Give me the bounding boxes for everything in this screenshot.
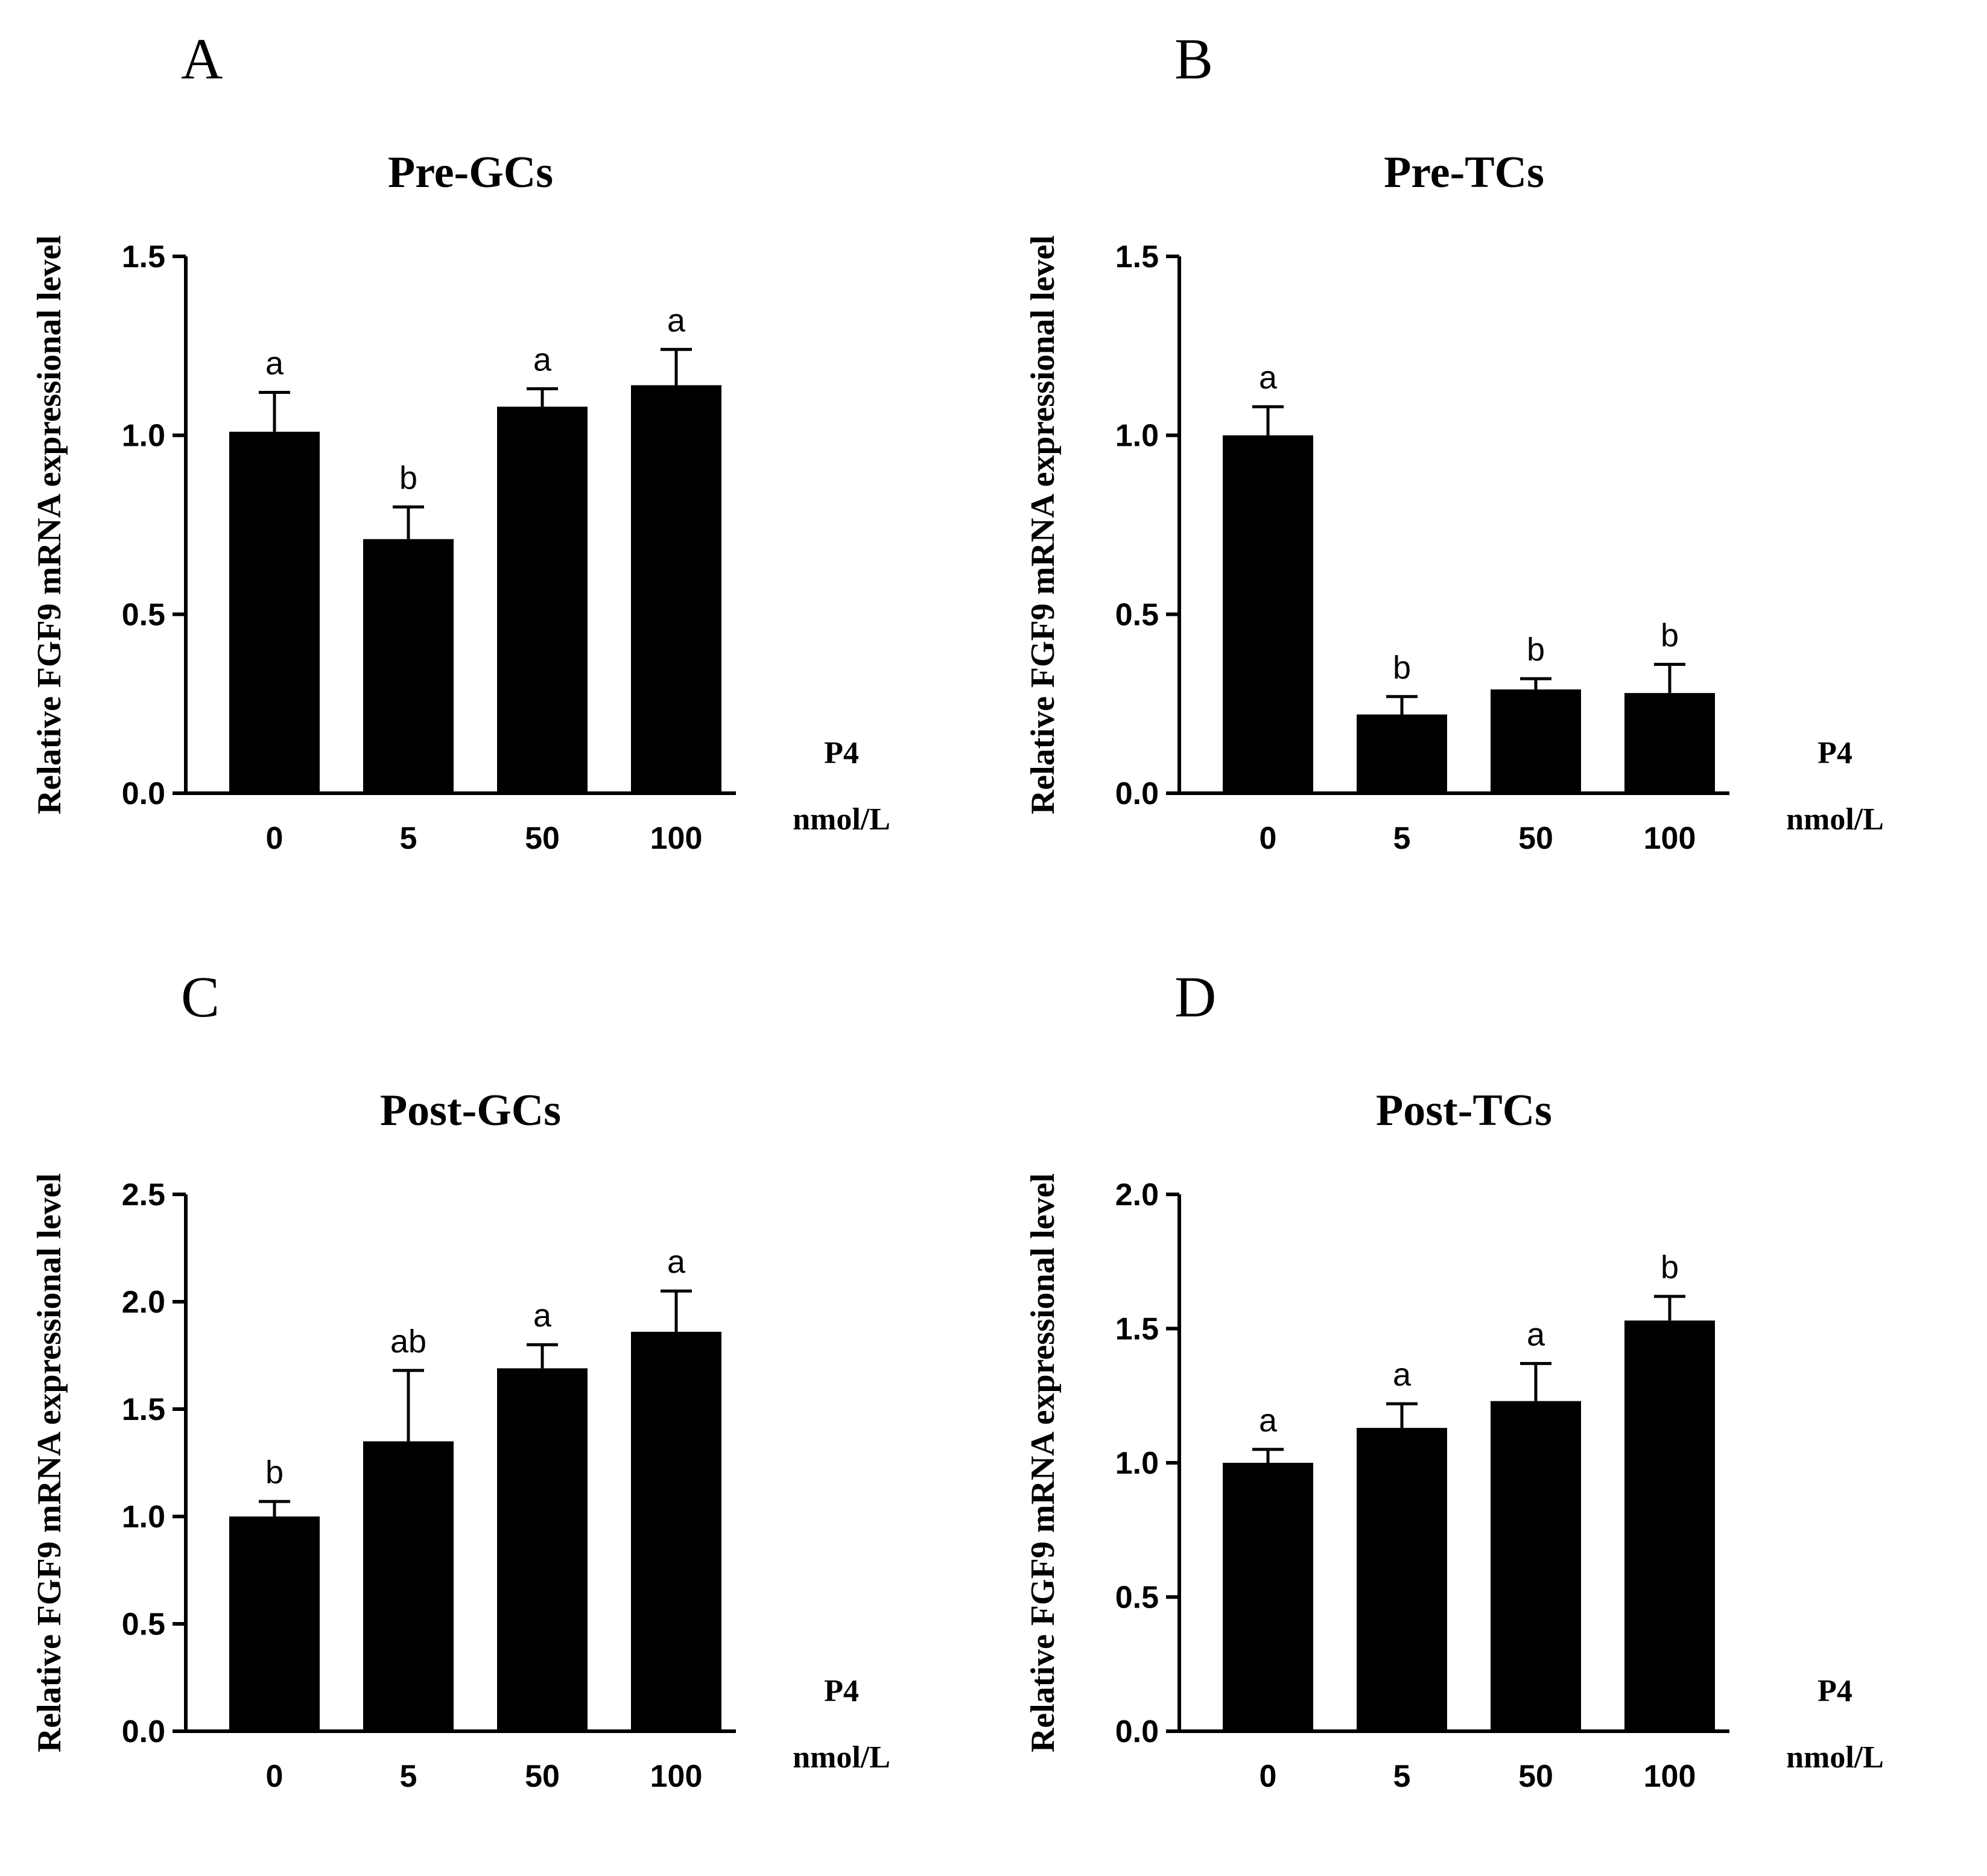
y-tick-label: 0.0	[122, 1714, 165, 1749]
y-tick-label: 1.0	[122, 419, 165, 454]
y-tick-label: 1.0	[1115, 1446, 1159, 1481]
panel-d: D Post-TCs Relative FGF9 mRNA expressional…	[993, 938, 1987, 1876]
chart-title: Post-GCs	[380, 1086, 561, 1135]
significance-label: a	[1527, 1316, 1545, 1352]
bar	[229, 431, 320, 793]
bar	[631, 385, 721, 793]
x-tick-label: 50	[1518, 1759, 1553, 1794]
y-tick-label: 0.0	[1115, 1714, 1159, 1749]
chart-svg: D Post-TCs Relative FGF9 mRNA expressional…	[1024, 965, 1884, 1794]
x-tick-label: 0	[1260, 821, 1277, 856]
y-axis-label: Relative FGF9 mRNA expressional level	[1024, 1173, 1062, 1752]
x-axis-unit: nmol/L	[793, 802, 890, 837]
bar	[229, 1516, 320, 1731]
y-tick-label: 2.5	[122, 1177, 165, 1212]
significance-label: b	[1393, 650, 1411, 686]
bar	[1624, 1320, 1715, 1731]
y-tick-label: 0.5	[122, 597, 165, 632]
chart-title: Pre-GCs	[388, 148, 553, 197]
y-tick-label: 0.5	[1115, 1580, 1159, 1615]
y-tick-label: 2.0	[1115, 1177, 1159, 1212]
x-axis-label: P4	[824, 736, 859, 770]
bar	[1491, 1401, 1581, 1731]
bar	[631, 1331, 721, 1731]
chart-svg: B Pre-TCs Relative FGF9 mRNA expressional …	[1024, 27, 1884, 856]
panel-letter: B	[1174, 27, 1213, 91]
y-tick-label: 0.5	[1115, 597, 1159, 632]
significance-label: a	[667, 302, 686, 338]
y-tick-label: 1.0	[1115, 419, 1159, 454]
panel-letter: A	[181, 27, 223, 91]
significance-label: b	[1527, 632, 1545, 668]
y-axis-label: Relative FGF9 mRNA expressional level	[1024, 235, 1062, 814]
significance-label: b	[1661, 1249, 1679, 1285]
significance-label: ab	[390, 1323, 426, 1360]
x-axis-label: P4	[1817, 1674, 1852, 1708]
significance-label: a	[1259, 1402, 1278, 1439]
bar	[1624, 692, 1715, 793]
y-tick-label: 1.5	[1115, 1312, 1159, 1347]
chart-svg: C Post-GCs Relative FGF9 mRNA expressional…	[31, 965, 890, 1794]
x-tick-label: 50	[525, 821, 560, 856]
x-axis-label: P4	[824, 1674, 859, 1708]
significance-label: a	[533, 1298, 552, 1334]
significance-label: b	[265, 1454, 284, 1491]
significance-label: a	[667, 1244, 686, 1280]
x-tick-label: 5	[1393, 821, 1411, 856]
x-axis-unit: nmol/L	[1786, 1740, 1884, 1775]
significance-label: b	[399, 460, 417, 496]
chart-title: Pre-TCs	[1384, 148, 1544, 197]
x-tick-label: 0	[266, 821, 284, 856]
y-tick-label: 0.0	[122, 776, 165, 811]
panel-b: B Pre-TCs Relative FGF9 mRNA expressional …	[993, 0, 1987, 938]
significance-label: a	[533, 342, 552, 378]
x-axis-unit: nmol/L	[793, 1740, 890, 1775]
y-tick-label: 0.5	[122, 1607, 165, 1642]
bar	[363, 1441, 454, 1731]
panel-letter: C	[181, 965, 220, 1029]
bar	[1357, 1428, 1447, 1731]
x-tick-label: 100	[650, 821, 703, 856]
chart-title: Post-TCs	[1376, 1086, 1552, 1135]
x-tick-label: 5	[400, 1759, 417, 1794]
x-tick-label: 5	[400, 821, 417, 856]
x-tick-label: 50	[525, 1759, 560, 1794]
x-tick-label: 100	[1644, 1759, 1696, 1794]
bar	[1223, 1463, 1313, 1731]
chart-svg: A Pre-GCs Relative FGF9 mRNA expressional …	[31, 27, 890, 856]
bar	[497, 1368, 588, 1731]
significance-label: a	[1259, 360, 1278, 396]
x-tick-label: 5	[1393, 1759, 1411, 1794]
bar	[363, 539, 454, 793]
x-tick-label: 50	[1518, 821, 1553, 856]
significance-label: b	[1661, 617, 1679, 653]
y-axis-label: Relative FGF9 mRNA expressional level	[31, 1173, 68, 1752]
significance-label: a	[265, 345, 284, 381]
x-tick-label: 0	[266, 1759, 284, 1794]
panel-a: A Pre-GCs Relative FGF9 mRNA expressional …	[0, 0, 993, 938]
y-tick-label: 1.0	[122, 1500, 165, 1535]
x-axis-label: P4	[1817, 736, 1852, 770]
significance-label: a	[1393, 1357, 1412, 1393]
bar	[1491, 689, 1581, 793]
x-axis-unit: nmol/L	[1786, 802, 1884, 837]
bar	[1223, 435, 1313, 793]
panel-letter: D	[1174, 965, 1216, 1029]
x-tick-label: 100	[1644, 821, 1696, 856]
panel-c: C Post-GCs Relative FGF9 mRNA expressional…	[0, 938, 993, 1876]
bar	[497, 407, 588, 793]
bar	[1357, 714, 1447, 793]
y-tick-label: 0.0	[1115, 776, 1159, 811]
y-tick-label: 1.5	[122, 1392, 165, 1427]
x-tick-label: 100	[650, 1759, 703, 1794]
y-tick-label: 1.5	[122, 239, 165, 274]
y-axis-label: Relative FGF9 mRNA expressional level	[31, 235, 68, 814]
y-tick-label: 2.0	[122, 1285, 165, 1320]
y-tick-label: 1.5	[1115, 239, 1159, 274]
x-tick-label: 0	[1260, 1759, 1277, 1794]
